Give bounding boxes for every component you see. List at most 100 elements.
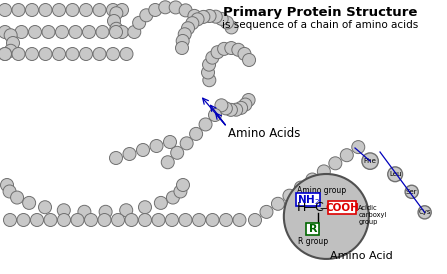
Circle shape <box>0 47 12 61</box>
Circle shape <box>208 109 222 121</box>
Circle shape <box>25 47 38 61</box>
Circle shape <box>329 157 342 170</box>
Circle shape <box>225 21 238 34</box>
Bar <box>306 223 319 235</box>
Circle shape <box>110 22 123 35</box>
Circle shape <box>106 4 119 16</box>
Circle shape <box>295 181 308 194</box>
Circle shape <box>106 47 119 61</box>
Circle shape <box>203 74 216 87</box>
Circle shape <box>96 25 109 39</box>
Circle shape <box>211 46 224 59</box>
Circle shape <box>418 206 431 219</box>
Circle shape <box>180 137 193 150</box>
Circle shape <box>209 10 222 23</box>
Circle shape <box>57 204 70 217</box>
Circle shape <box>4 29 17 42</box>
Circle shape <box>98 213 111 227</box>
Circle shape <box>136 144 149 156</box>
Circle shape <box>110 7 123 20</box>
Circle shape <box>284 174 369 259</box>
Circle shape <box>238 47 251 61</box>
Circle shape <box>44 213 57 227</box>
Circle shape <box>52 47 66 61</box>
Text: —: — <box>303 201 316 215</box>
Text: Leu: Leu <box>389 171 401 177</box>
Circle shape <box>0 25 12 39</box>
Circle shape <box>152 213 165 227</box>
Text: C: C <box>314 201 323 215</box>
Circle shape <box>362 153 378 169</box>
Text: COOH: COOH <box>325 203 359 213</box>
Circle shape <box>84 213 97 227</box>
Circle shape <box>186 17 199 30</box>
Circle shape <box>7 36 20 50</box>
Circle shape <box>306 173 319 186</box>
Circle shape <box>249 213 261 227</box>
Circle shape <box>260 206 273 218</box>
Circle shape <box>179 4 192 17</box>
Circle shape <box>161 156 174 169</box>
Text: Ser: Ser <box>406 189 417 195</box>
Circle shape <box>111 213 125 227</box>
Circle shape <box>25 4 38 16</box>
Text: H: H <box>297 201 306 215</box>
Circle shape <box>23 196 36 209</box>
Circle shape <box>197 10 210 23</box>
Circle shape <box>230 103 243 116</box>
Circle shape <box>133 16 146 29</box>
Circle shape <box>39 4 52 16</box>
Circle shape <box>29 25 42 39</box>
Circle shape <box>115 4 128 16</box>
Circle shape <box>191 13 204 26</box>
Circle shape <box>352 141 365 154</box>
Circle shape <box>125 213 138 227</box>
Circle shape <box>38 201 51 214</box>
Text: Amino Acids: Amino Acids <box>228 127 300 140</box>
Circle shape <box>0 47 12 61</box>
Circle shape <box>58 213 71 227</box>
Circle shape <box>93 47 106 61</box>
Circle shape <box>233 213 246 227</box>
Circle shape <box>177 178 190 192</box>
Circle shape <box>150 139 163 153</box>
Circle shape <box>242 93 255 107</box>
Circle shape <box>178 28 191 41</box>
Circle shape <box>225 42 238 55</box>
Text: R: R <box>308 224 317 234</box>
Circle shape <box>271 197 284 210</box>
Circle shape <box>15 25 28 39</box>
Circle shape <box>12 4 25 16</box>
Circle shape <box>149 4 162 16</box>
Circle shape <box>17 213 30 227</box>
Text: Primary Protein Structure: Primary Protein Structure <box>223 6 417 19</box>
Circle shape <box>206 213 219 227</box>
Circle shape <box>140 9 153 22</box>
Text: Amino group: Amino group <box>297 186 346 195</box>
Circle shape <box>30 213 43 227</box>
Circle shape <box>52 4 66 16</box>
Circle shape <box>71 213 84 227</box>
Circle shape <box>169 1 182 14</box>
Circle shape <box>123 147 136 161</box>
Circle shape <box>181 22 194 35</box>
Circle shape <box>42 25 55 39</box>
Text: R group: R group <box>298 237 328 246</box>
Circle shape <box>202 58 215 71</box>
Circle shape <box>39 47 52 61</box>
Circle shape <box>80 47 93 61</box>
Circle shape <box>120 204 133 217</box>
Text: Amino Acid: Amino Acid <box>330 251 392 261</box>
Circle shape <box>154 196 167 209</box>
Circle shape <box>107 15 121 27</box>
Text: Phe: Phe <box>364 158 376 164</box>
Text: is sequence of a chain of amino acids: is sequence of a chain of amino acids <box>222 20 418 30</box>
Circle shape <box>78 205 91 218</box>
Circle shape <box>128 25 141 39</box>
Circle shape <box>12 47 25 61</box>
Circle shape <box>202 66 215 79</box>
Circle shape <box>215 99 228 112</box>
Circle shape <box>115 25 128 39</box>
Circle shape <box>283 189 296 202</box>
Circle shape <box>203 10 216 22</box>
